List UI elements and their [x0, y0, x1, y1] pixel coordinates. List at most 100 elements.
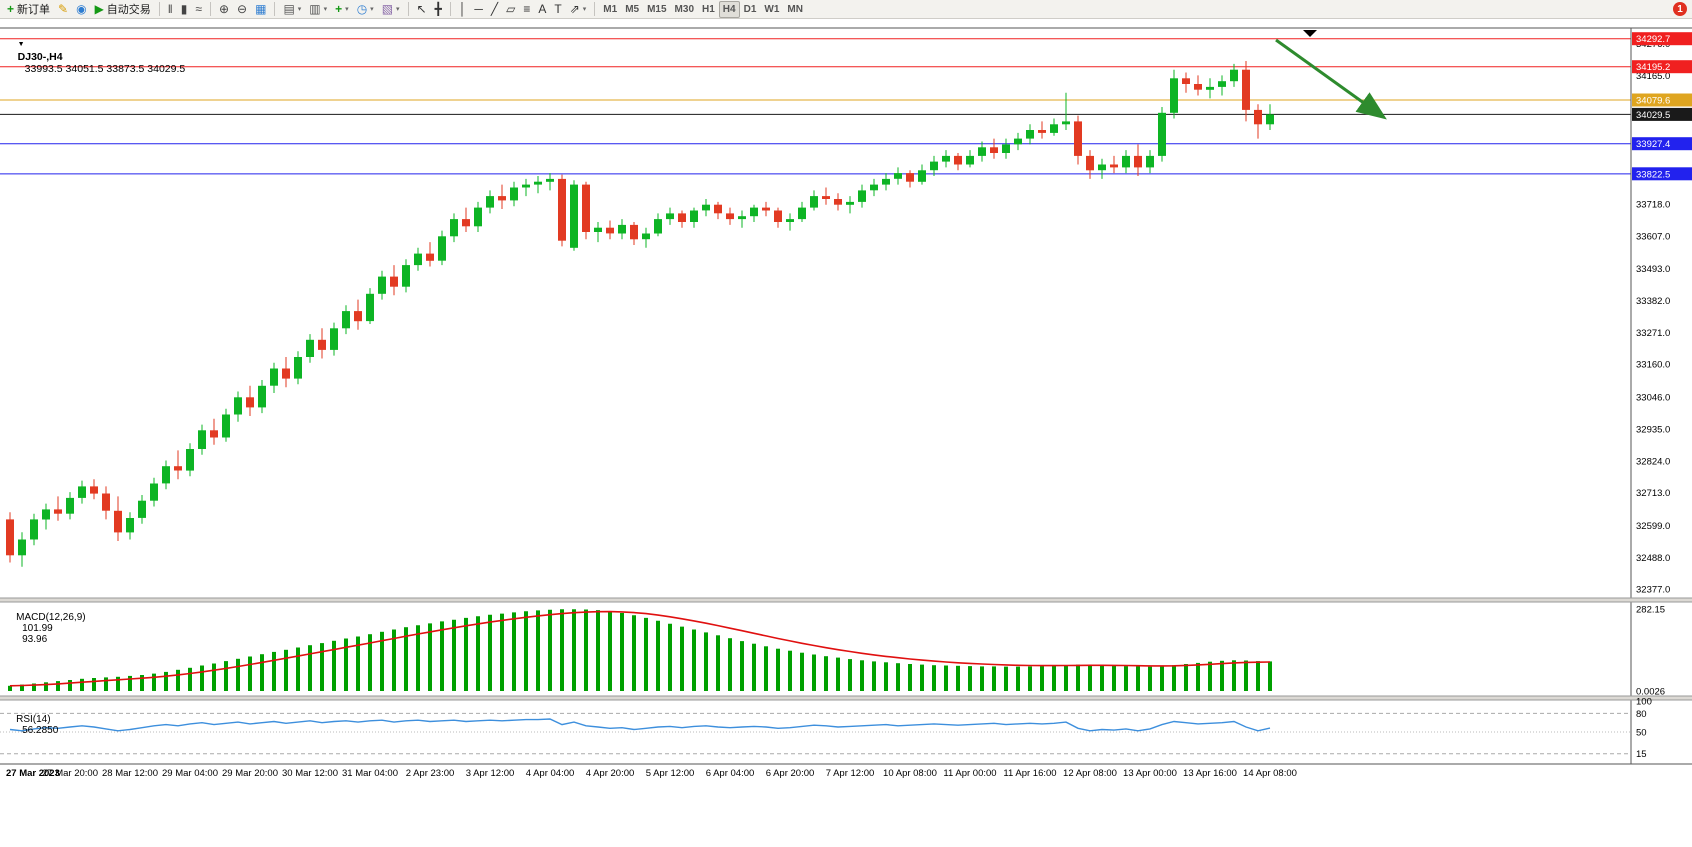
price-axis-label: 33160.0 — [1636, 360, 1670, 371]
candle-body — [642, 233, 650, 240]
candle-body — [1194, 84, 1202, 90]
candle-body — [186, 449, 194, 471]
time-axis-label: 13 Apr 16:00 — [1183, 768, 1237, 779]
notification-badge[interactable]: 1 — [1673, 2, 1687, 16]
candle-body — [930, 161, 938, 171]
label-button[interactable]: T — [550, 1, 565, 18]
zoom-in-button[interactable]: ⊕ — [215, 1, 233, 18]
candle-body — [354, 311, 362, 322]
indicators-button[interactable]: + ▾ — [331, 1, 353, 18]
chart-canvas[interactable]: 34276.034165.033718.033607.033493.033382… — [0, 19, 1692, 847]
cursor-button[interactable]: ↖ — [413, 1, 431, 18]
candlestick-button[interactable]: ▮ — [177, 1, 192, 18]
tf-h4-button-label: H4 — [722, 3, 736, 15]
price-level-badge-text: 33927.4 — [1636, 139, 1670, 150]
chart-shift-marker[interactable] — [1303, 30, 1317, 37]
autotrade-button-label: 自动交易 — [106, 4, 151, 16]
community-button[interactable]: ◉ — [72, 1, 90, 18]
candle-body — [246, 397, 254, 408]
chart-collapse-icon[interactable]: ▼ — [17, 41, 25, 48]
candle-body — [330, 328, 338, 350]
arrows-button[interactable]: ⇗ ▾ — [566, 1, 591, 18]
trendline-button[interactable]: ╱ — [487, 1, 502, 18]
candle-body — [822, 196, 830, 199]
toolbar-separator — [274, 2, 276, 16]
candle-body — [882, 178, 890, 185]
time-axis-label: 6 Apr 20:00 — [766, 768, 815, 779]
tf-m1-button[interactable]: M1 — [599, 1, 621, 18]
tf-m15-button-label: M15 — [647, 3, 667, 15]
tf-m30-button[interactable]: M30 — [671, 1, 698, 18]
candle-body — [546, 178, 554, 182]
tf-d1-button[interactable]: D1 — [740, 1, 761, 18]
candle-body — [834, 199, 842, 205]
profiles-button[interactable]: ▥ ▾ — [305, 1, 331, 18]
autotrade-button[interactable]: ▶ 自动交易 — [91, 1, 155, 18]
tf-m5-button[interactable]: M5 — [621, 1, 643, 18]
price-level-badge-text: 33822.5 — [1636, 169, 1670, 180]
candle-body — [414, 253, 422, 266]
fibonacci-button[interactable]: ≡ — [519, 1, 534, 18]
template-button[interactable]: ▧ ▾ — [378, 1, 404, 18]
text-button[interactable]: A — [534, 1, 550, 18]
macd-panel-splitter[interactable] — [0, 598, 1692, 602]
time-axis-label: 11 Apr 00:00 — [943, 768, 996, 779]
candle-body — [1086, 155, 1094, 171]
trend-arrow-annotation[interactable] — [1275, 38, 1387, 120]
candle-body — [78, 486, 86, 498]
tf-m15-button[interactable]: M15 — [643, 1, 670, 18]
horizontal-line-icon: ─ — [474, 1, 483, 16]
line-chart-button[interactable]: ≈ — [191, 1, 206, 18]
candle-body — [570, 184, 578, 248]
candle-body — [1122, 155, 1130, 168]
channel-button[interactable]: ▱ — [502, 1, 519, 18]
tile-windows-button[interactable]: ▦ — [251, 1, 270, 18]
price-level-badge-text: 34292.7 — [1636, 34, 1670, 45]
price-level-badge — [1632, 107, 1692, 121]
vertical-line-button[interactable]: │ — [455, 1, 471, 18]
new-chart-icon: ▤ — [283, 1, 295, 16]
crosshair-button[interactable]: ╋ — [431, 1, 446, 18]
price-axis-label: 34165.0 — [1636, 71, 1670, 82]
tf-w1-button[interactable]: W1 — [760, 1, 783, 18]
tf-w1-button-label: W1 — [764, 3, 780, 15]
candle-body — [174, 466, 182, 471]
periods-button[interactable]: ◷ ▾ — [353, 1, 378, 18]
tile-windows-icon: ▦ — [255, 1, 267, 16]
toolbar-separator — [407, 2, 409, 16]
rsi-scale-label: 80 — [1636, 709, 1647, 720]
price-level-badge — [1632, 167, 1692, 181]
candle-body — [1254, 109, 1262, 125]
price-axis-label: 32377.0 — [1636, 585, 1670, 596]
candle-body — [462, 219, 470, 227]
candle-body — [30, 519, 38, 540]
horizontal-line-button[interactable]: ─ — [470, 1, 487, 18]
bar-chart-button[interactable]: ‖ — [164, 1, 177, 18]
tf-d1-button-label: D1 — [743, 3, 757, 15]
candle-body — [234, 397, 242, 415]
candle-body — [1218, 81, 1226, 87]
time-axis-label: 5 Apr 12:00 — [646, 768, 695, 779]
tf-h1-button-label: H1 — [702, 3, 715, 15]
candle-body — [402, 265, 410, 287]
rsi-label: RSI(14) 56.2850 — [5, 703, 58, 747]
candle-body — [102, 493, 110, 511]
rsi-panel-splitter[interactable] — [0, 696, 1692, 700]
zoom-out-button[interactable]: ⊖ — [233, 1, 251, 18]
candle-body — [126, 518, 134, 533]
time-axis-label: 28 Mar 12:00 — [102, 768, 158, 779]
new-chart-button[interactable]: ▤ ▾ — [279, 1, 305, 18]
tf-h4-button[interactable]: H4 — [718, 0, 740, 18]
candle-body — [738, 216, 746, 220]
tf-h1-button[interactable]: H1 — [698, 1, 719, 18]
new-order-button[interactable]: + 新订单 — [3, 1, 54, 18]
metaeditor-button[interactable]: ✎ — [54, 1, 72, 18]
crosshair-icon: ╋ — [434, 1, 442, 16]
candle-body — [654, 219, 662, 234]
tf-mn-button[interactable]: MN — [783, 1, 807, 18]
candle-body — [690, 210, 698, 222]
candle-body — [618, 224, 626, 234]
time-axis-label: 30 Mar 12:00 — [282, 768, 338, 779]
candle-body — [282, 368, 290, 379]
candle-body — [1230, 69, 1238, 82]
